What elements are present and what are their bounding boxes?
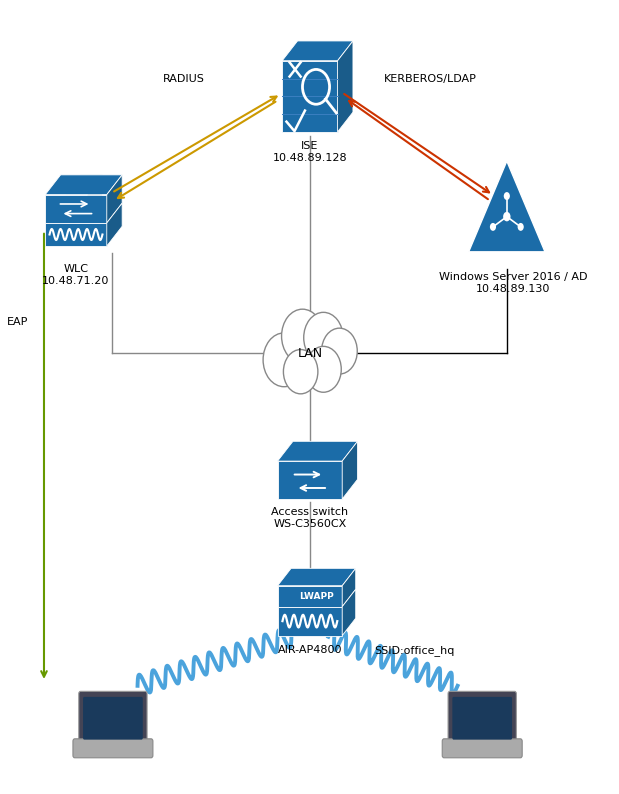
Circle shape	[490, 223, 496, 231]
Polygon shape	[106, 203, 122, 246]
FancyBboxPatch shape	[448, 692, 516, 745]
Circle shape	[282, 309, 323, 363]
Circle shape	[503, 212, 511, 222]
Circle shape	[284, 349, 318, 394]
Text: WLC
10.48.71.20: WLC 10.48.71.20	[42, 264, 110, 286]
Polygon shape	[342, 589, 356, 635]
Circle shape	[304, 312, 343, 363]
Circle shape	[517, 223, 524, 231]
Text: KERBEROS/LDAP: KERBEROS/LDAP	[383, 75, 477, 84]
Text: Access switch
WS-C3560CX: Access switch WS-C3560CX	[271, 507, 348, 529]
FancyBboxPatch shape	[83, 697, 143, 739]
Polygon shape	[277, 461, 342, 499]
Polygon shape	[45, 175, 122, 195]
Polygon shape	[277, 607, 342, 635]
Polygon shape	[87, 175, 102, 223]
Text: AIR-AP4800: AIR-AP4800	[278, 645, 342, 654]
Polygon shape	[65, 195, 87, 223]
Polygon shape	[65, 175, 102, 195]
Polygon shape	[45, 195, 106, 223]
Polygon shape	[277, 569, 356, 586]
Circle shape	[263, 333, 305, 387]
Text: LAN: LAN	[297, 347, 322, 360]
Circle shape	[504, 192, 510, 200]
FancyBboxPatch shape	[452, 697, 512, 739]
Polygon shape	[469, 161, 545, 252]
Polygon shape	[106, 175, 122, 223]
Polygon shape	[277, 441, 358, 461]
Circle shape	[306, 346, 341, 392]
Text: RADIUS: RADIUS	[163, 75, 205, 84]
Polygon shape	[342, 569, 356, 607]
Text: LWAPP: LWAPP	[299, 592, 334, 601]
Polygon shape	[282, 60, 337, 132]
Text: Windows Server 2016 / AD
10.48.89.130: Windows Server 2016 / AD 10.48.89.130	[439, 272, 587, 294]
Polygon shape	[337, 41, 353, 132]
Polygon shape	[277, 586, 342, 607]
FancyBboxPatch shape	[79, 692, 147, 745]
FancyBboxPatch shape	[442, 738, 522, 757]
Circle shape	[321, 328, 357, 374]
Text: EAP: EAP	[7, 317, 28, 327]
Polygon shape	[45, 223, 106, 246]
Text: SSID:office_hq: SSID:office_hq	[374, 645, 455, 656]
Text: ISE
10.48.89.128: ISE 10.48.89.128	[272, 141, 347, 163]
Polygon shape	[282, 41, 353, 60]
FancyBboxPatch shape	[73, 738, 153, 757]
Polygon shape	[342, 441, 358, 499]
